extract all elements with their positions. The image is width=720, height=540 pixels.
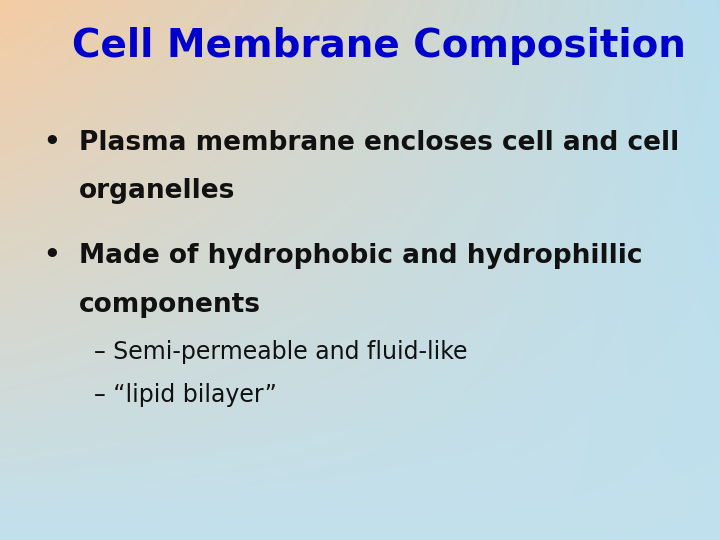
Text: components: components xyxy=(79,292,261,318)
Text: Cell Membrane Composition: Cell Membrane Composition xyxy=(72,27,686,65)
Text: – Semi-permeable and fluid-like: – Semi-permeable and fluid-like xyxy=(94,340,467,364)
Text: •: • xyxy=(43,130,60,156)
Text: – “lipid bilayer”: – “lipid bilayer” xyxy=(94,383,276,407)
Text: organelles: organelles xyxy=(79,178,235,204)
Text: Made of hydrophobic and hydrophillic: Made of hydrophobic and hydrophillic xyxy=(79,243,643,269)
Text: Plasma membrane encloses cell and cell: Plasma membrane encloses cell and cell xyxy=(79,130,680,156)
Text: •: • xyxy=(43,243,60,269)
